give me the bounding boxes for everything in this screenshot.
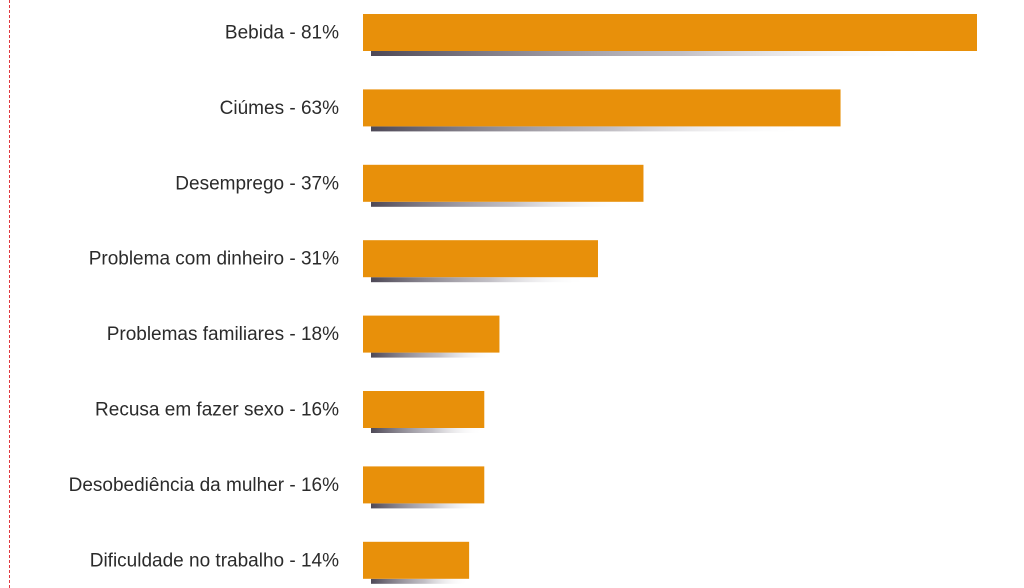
bar-group: Desemprego - 37% bbox=[175, 164, 644, 207]
bar-group: Recusa em fazer sexo - 16% bbox=[95, 391, 485, 433]
bar bbox=[363, 89, 841, 127]
bar-shadow bbox=[371, 201, 630, 207]
bar-shadow bbox=[371, 578, 469, 584]
bar-shadow bbox=[371, 503, 483, 509]
frame-dashed-line bbox=[9, 0, 10, 588]
bars-layer: Bebida - 81% Ciúmes - 63% Desemprego - 37%… bbox=[69, 14, 977, 584]
bar-group: Problemas familiares - 18% bbox=[107, 315, 500, 358]
bar-group: Bebida - 81% bbox=[225, 14, 977, 56]
bar bbox=[363, 315, 500, 353]
category-label: Ciúmes - 63% bbox=[220, 98, 339, 119]
category-label: Problema com dinheiro - 31% bbox=[89, 249, 339, 270]
bar-shadow bbox=[371, 352, 497, 358]
category-label: Bebida - 81% bbox=[225, 23, 339, 44]
bar bbox=[363, 164, 644, 202]
bar bbox=[363, 466, 485, 504]
bar-shadow bbox=[371, 428, 483, 433]
category-label: Problemas familiares - 18% bbox=[107, 324, 339, 345]
category-label: Recusa em fazer sexo - 16% bbox=[95, 400, 339, 421]
bar-group: Desobediência da mulher - 16% bbox=[69, 466, 485, 509]
bar bbox=[363, 14, 977, 51]
category-label: Desobediência da mulher - 16% bbox=[69, 475, 339, 496]
category-label: Dificuldade no trabalho - 14% bbox=[90, 550, 339, 571]
category-label: Desemprego - 37% bbox=[175, 173, 339, 194]
bar-shadow bbox=[371, 277, 588, 283]
bar bbox=[363, 240, 598, 278]
bar bbox=[363, 541, 470, 579]
bar-group: Ciúmes - 63% bbox=[220, 89, 841, 132]
bar-group: Problema com dinheiro - 31% bbox=[89, 240, 598, 283]
bar-shadow bbox=[371, 126, 811, 132]
bar-group: Dificuldade no trabalho - 14% bbox=[90, 541, 470, 584]
bar-shadow bbox=[371, 51, 936, 56]
bar bbox=[363, 391, 485, 428]
